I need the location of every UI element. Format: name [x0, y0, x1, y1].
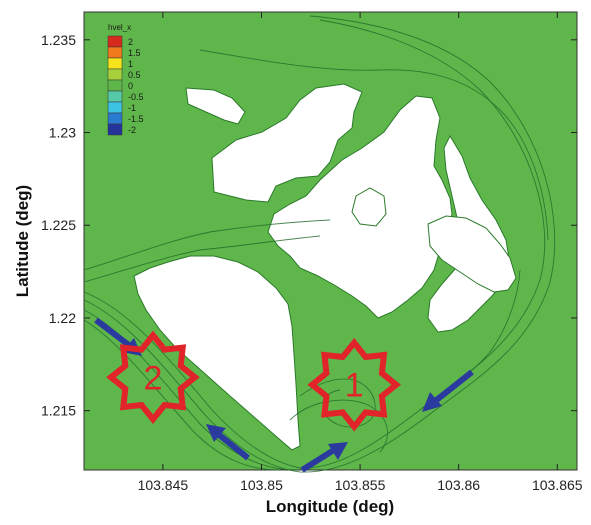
- legend-swatch: [107, 123, 123, 136]
- legend-swatch: [107, 35, 123, 48]
- land-masses: [133, 83, 517, 451]
- legend-label: -0.5: [128, 92, 144, 102]
- legend-title: hvel_x: [108, 23, 131, 32]
- flow-arrow: [422, 369, 474, 412]
- star-annotation-label: 1: [345, 367, 364, 405]
- streamline: [83, 319, 281, 471]
- legend-swatch: [107, 68, 123, 81]
- y-axis: 1.215 1.22 1.225 1.23 1.235: [41, 32, 577, 419]
- legend-swatch: [107, 79, 123, 92]
- flow-arrow: [300, 442, 348, 473]
- legend-label: -1.5: [128, 114, 144, 124]
- star-annotation: [106, 330, 200, 425]
- legend-label: -2: [128, 125, 136, 135]
- legend-label: 0.5: [128, 70, 141, 80]
- legend-label: -1: [128, 103, 136, 113]
- star-annotation: [307, 337, 401, 432]
- streamline: [83, 15, 556, 473]
- legend: hvel_x 21.510.50-0.5-1-1.5-2: [107, 23, 144, 136]
- flow-arrow: [206, 424, 250, 461]
- flow-arrows: [94, 317, 474, 473]
- x-tick-label: 103.845: [138, 477, 189, 493]
- streamline: [289, 399, 388, 453]
- legend-swatch: [107, 57, 123, 70]
- y-axis-label: Latitude (deg): [13, 185, 32, 297]
- legend-label: 1.5: [128, 48, 141, 58]
- star-annotation-label: 2: [144, 359, 163, 397]
- island-center-small: [351, 187, 387, 227]
- legend-swatch: [107, 90, 123, 103]
- x-tick-label: 103.855: [335, 477, 386, 493]
- legend-swatch: [107, 112, 123, 125]
- y-tick-label: 1.225: [41, 217, 76, 233]
- y-tick-label: 1.215: [41, 403, 76, 419]
- legend-label: 2: [128, 37, 133, 47]
- streamline: [199, 49, 549, 241]
- y-tick-label: 1.235: [41, 32, 76, 48]
- island-main-left: [211, 83, 363, 203]
- y-tick-label: 1.22: [49, 310, 76, 326]
- legend-label: 1: [128, 59, 133, 69]
- legend-swatch: [107, 46, 123, 59]
- streamline: [83, 219, 331, 271]
- x-tick-label: 103.85: [240, 477, 283, 493]
- x-axis: 103.845 103.85 103.855 103.86 103.865: [138, 12, 583, 493]
- island-east-small: [427, 215, 517, 293]
- x-tick-label: 103.865: [532, 477, 583, 493]
- x-axis-label: Longitude (deg): [266, 497, 394, 516]
- legend-swatch: [107, 101, 123, 114]
- legend-label: 0: [128, 81, 133, 91]
- island-top-small: [185, 87, 246, 125]
- y-tick-label: 1.23: [49, 125, 76, 141]
- x-tick-label: 103.86: [437, 477, 480, 493]
- streamline: [83, 235, 321, 283]
